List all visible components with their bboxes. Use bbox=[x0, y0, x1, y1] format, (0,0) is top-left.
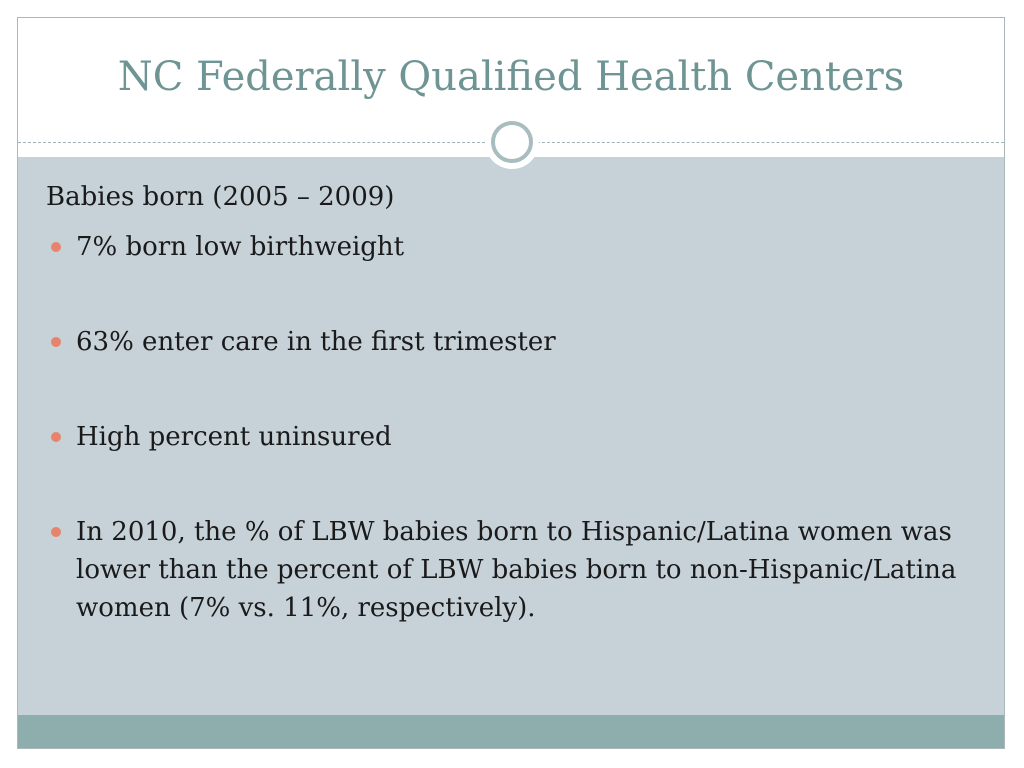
list-item: 7% born low birthweight bbox=[46, 228, 986, 266]
bullet-list: 7% born low birthweight 63% enter care i… bbox=[46, 228, 986, 627]
ring-inner bbox=[491, 121, 533, 163]
list-item: In 2010, the % of LBW babies born to His… bbox=[46, 513, 986, 627]
ring-ornament-icon bbox=[485, 115, 539, 169]
bullet-dot-icon bbox=[51, 527, 61, 537]
slide-title: NC Federally Qualified Health Centers bbox=[117, 54, 905, 100]
bullet-text: High percent uninsured bbox=[76, 422, 392, 452]
list-item: High percent uninsured bbox=[46, 418, 986, 456]
bullet-dot-icon bbox=[51, 242, 61, 252]
bullet-dot-icon bbox=[51, 337, 61, 347]
body-heading: Babies born (2005 – 2009) bbox=[46, 182, 395, 212]
slide: NC Federally Qualified Health Centers Ba… bbox=[17, 17, 1005, 749]
bullet-text: In 2010, the % of LBW babies born to His… bbox=[76, 517, 957, 623]
list-item: 63% enter care in the first trimester bbox=[46, 323, 986, 361]
bullet-text: 63% enter care in the first trimester bbox=[76, 327, 556, 357]
bullet-dot-icon bbox=[51, 432, 61, 442]
slide-body: Babies born (2005 – 2009) 7% born low bi… bbox=[46, 180, 986, 627]
footer-bar bbox=[18, 715, 1004, 748]
content-area bbox=[18, 157, 1004, 715]
bullet-text: 7% born low birthweight bbox=[76, 232, 405, 262]
